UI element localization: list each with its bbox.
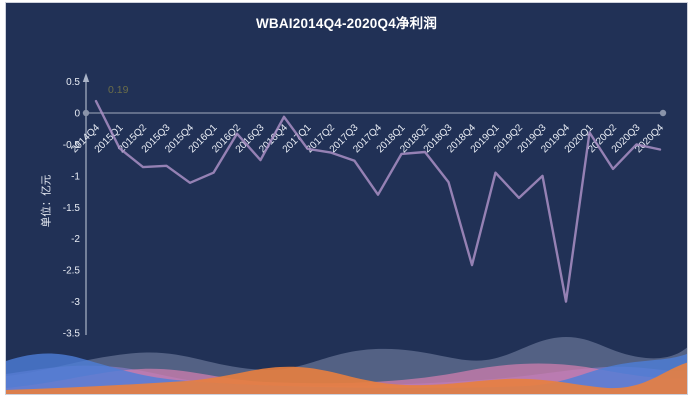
y-tick-label: -3.5	[63, 328, 81, 339]
wave-orange-layer	[6, 362, 687, 394]
y-tick-label: 0	[74, 109, 80, 120]
y-tick-label: -3	[71, 297, 80, 308]
net-profit-line-chart: 0.50-0.5-1-1.5-2-2.5-3-3.52014Q42015Q120…	[63, 73, 667, 339]
decorative-wave-band	[6, 337, 687, 394]
first-point-value-label: 0.19	[108, 84, 129, 96]
y-axis-arrow-icon	[82, 73, 90, 82]
zero-line-left-dot	[82, 109, 90, 117]
y-tick-label: -2.5	[63, 266, 81, 277]
chart-title: WBAI2014Q4-2020Q4净利润	[255, 16, 438, 31]
y-tick-label: -1	[71, 171, 80, 182]
y-tick-label: 0.5	[66, 77, 80, 88]
y-tick-label: -2	[71, 234, 80, 245]
y-tick-label: -0.5	[63, 140, 81, 151]
chart-card: WBAI2014Q4-2020Q4净利润 单位：亿元 0.5 0 -0.5 -1 -1.…	[5, 2, 688, 395]
y-tick-label: -1.5	[63, 203, 81, 214]
zero-line-right-dot	[659, 109, 667, 117]
net-profit-series-line	[94, 99, 662, 303]
